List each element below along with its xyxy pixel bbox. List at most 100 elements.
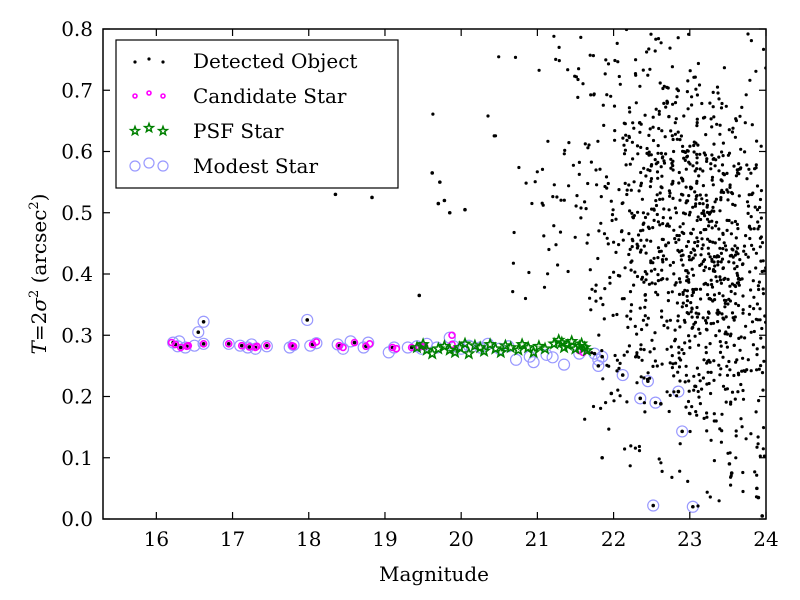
detected-object-point — [607, 364, 611, 368]
detected-object-point — [641, 211, 646, 215]
detected-object-point — [681, 263, 685, 267]
detected-object-point — [588, 53, 592, 57]
detected-object-point — [700, 247, 704, 251]
detected-object-point — [609, 391, 614, 396]
detected-object-point — [677, 181, 681, 185]
detected-object-point — [709, 162, 713, 166]
detected-object-point — [683, 288, 687, 292]
detected-object-point — [653, 49, 657, 53]
detected-object-point — [712, 260, 716, 264]
detected-object-point — [640, 327, 644, 332]
detected-object-point — [721, 154, 725, 158]
detected-object-point — [761, 292, 766, 296]
detected-object-point — [733, 244, 737, 248]
detected-object-point — [748, 304, 752, 308]
detected-object-point — [649, 179, 653, 183]
detected-object-point — [738, 114, 742, 118]
detected-object-point — [629, 188, 633, 192]
detected-object-point — [566, 269, 570, 274]
detected-object-point — [653, 267, 657, 271]
detected-object-point — [686, 271, 690, 275]
detected-object-point — [674, 281, 678, 285]
legend-marker-star — [156, 124, 170, 137]
detected-object-point — [613, 58, 617, 63]
psf-star-point — [493, 345, 508, 359]
legend-marker-modest — [129, 160, 141, 172]
detected-object-point — [700, 101, 704, 106]
detected-object-point — [667, 208, 671, 212]
detected-object-point — [704, 133, 708, 137]
detected-object-point — [709, 322, 713, 326]
detected-object-point — [749, 39, 754, 43]
detected-object-point — [715, 85, 720, 89]
detected-object-point — [674, 361, 678, 365]
detected-object-point — [695, 124, 699, 128]
legend-marker-candidate — [132, 93, 138, 99]
detected-object-point — [706, 370, 710, 374]
detected-object-point — [680, 429, 684, 434]
detected-object-point — [633, 270, 637, 274]
detected-object-point — [690, 267, 694, 271]
detected-object-point — [657, 112, 661, 116]
detected-object-point — [696, 215, 700, 219]
detected-object-point — [601, 377, 605, 381]
detected-object-point — [430, 171, 435, 175]
detected-object-point — [668, 216, 673, 220]
detected-object-point — [693, 169, 697, 173]
detected-object-point — [556, 263, 560, 267]
detected-object-point — [717, 499, 721, 503]
detected-object-point — [741, 470, 745, 475]
detected-object-point — [743, 336, 747, 340]
detected-object-point — [693, 240, 697, 245]
detected-object-point — [697, 395, 701, 399]
detected-object-point — [720, 412, 724, 416]
detected-object-point — [633, 324, 637, 328]
detected-object-point — [597, 333, 601, 337]
detected-object-point — [673, 121, 677, 125]
detected-object-point — [725, 364, 729, 368]
legend-marker-star — [142, 121, 156, 134]
detected-object-point — [761, 426, 766, 430]
detected-object-point — [642, 348, 646, 352]
psf-star-point — [538, 341, 552, 355]
detected-object-point — [650, 207, 654, 211]
detected-object-point — [629, 260, 633, 264]
detected-object-point — [555, 195, 559, 199]
detected-object-point — [756, 318, 760, 322]
detected-object-point — [752, 295, 756, 299]
detected-object-point — [677, 277, 682, 281]
detected-object-point — [710, 178, 714, 182]
detected-object-point — [617, 243, 621, 247]
detected-object-point — [740, 277, 744, 281]
detected-object-point — [665, 99, 669, 103]
detected-object-point — [546, 139, 550, 143]
detected-object-point — [735, 246, 740, 250]
detected-object-point — [671, 168, 675, 172]
detected-object-point — [645, 323, 649, 327]
detected-object-point — [737, 336, 741, 340]
detected-object-point — [707, 220, 711, 224]
detected-object-point — [686, 107, 690, 111]
detected-object-point — [589, 93, 593, 97]
detected-object-point — [638, 121, 642, 125]
candidate-star-point — [199, 340, 208, 348]
detected-object-point — [651, 226, 655, 230]
y-tick-label: 0.3 — [61, 323, 93, 347]
detected-object-point — [689, 258, 694, 262]
detected-object-point — [690, 405, 694, 409]
candidate-star-point — [171, 340, 180, 349]
detected-object-point — [719, 260, 723, 264]
detected-object-point — [650, 281, 654, 285]
psf-star-point — [458, 336, 472, 350]
detected-object-point — [721, 384, 726, 388]
detected-object-point — [710, 125, 714, 129]
detected-object-point — [571, 163, 576, 167]
detected-object-point — [709, 370, 713, 374]
detected-object-point — [557, 45, 561, 50]
detected-object-point — [627, 344, 632, 348]
detected-object-point — [631, 157, 635, 161]
detected-object-point — [762, 359, 766, 363]
detected-object-point — [600, 455, 604, 460]
detected-object-point — [656, 220, 661, 224]
detected-object-point — [586, 181, 590, 186]
